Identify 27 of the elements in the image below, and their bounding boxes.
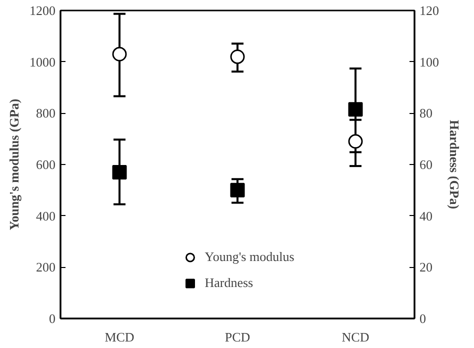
y2-tick-label: 100 bbox=[420, 54, 439, 70]
point bbox=[112, 164, 127, 180]
point bbox=[230, 49, 245, 64]
x-tick-label: MCD bbox=[104, 330, 134, 344]
point bbox=[112, 46, 127, 62]
legend-label: Hardness bbox=[204, 275, 254, 291]
legend-label: Young's modulus bbox=[204, 249, 294, 265]
x-tick-label: PCD bbox=[224, 330, 250, 344]
y-tick-label: 1200 bbox=[30, 3, 56, 18]
y-axis-title: Young's modulus (GPa) bbox=[6, 98, 22, 230]
y-tick-label: 200 bbox=[36, 260, 56, 275]
y2-tick-label: 80 bbox=[420, 106, 432, 121]
y-tick-label: 1000 bbox=[30, 54, 56, 70]
y2-tick-label: 60 bbox=[420, 157, 432, 172]
y-tick-label: 800 bbox=[36, 106, 56, 121]
y2-tick-label: 40 bbox=[420, 208, 432, 224]
point bbox=[230, 182, 245, 198]
y2-axis-title: Hardness (GPa) bbox=[447, 120, 462, 210]
y-tick-label: 600 bbox=[36, 157, 56, 172]
point bbox=[348, 102, 363, 117]
point bbox=[348, 134, 363, 149]
y-tick-label: 400 bbox=[36, 208, 56, 224]
y-tick-label: 0 bbox=[49, 311, 56, 326]
y2-tick-label: 0 bbox=[420, 311, 426, 326]
x-tick-label: NCD bbox=[342, 330, 370, 344]
y2-tick-label: 120 bbox=[420, 3, 439, 18]
y2-tick-label: 20 bbox=[420, 260, 432, 275]
